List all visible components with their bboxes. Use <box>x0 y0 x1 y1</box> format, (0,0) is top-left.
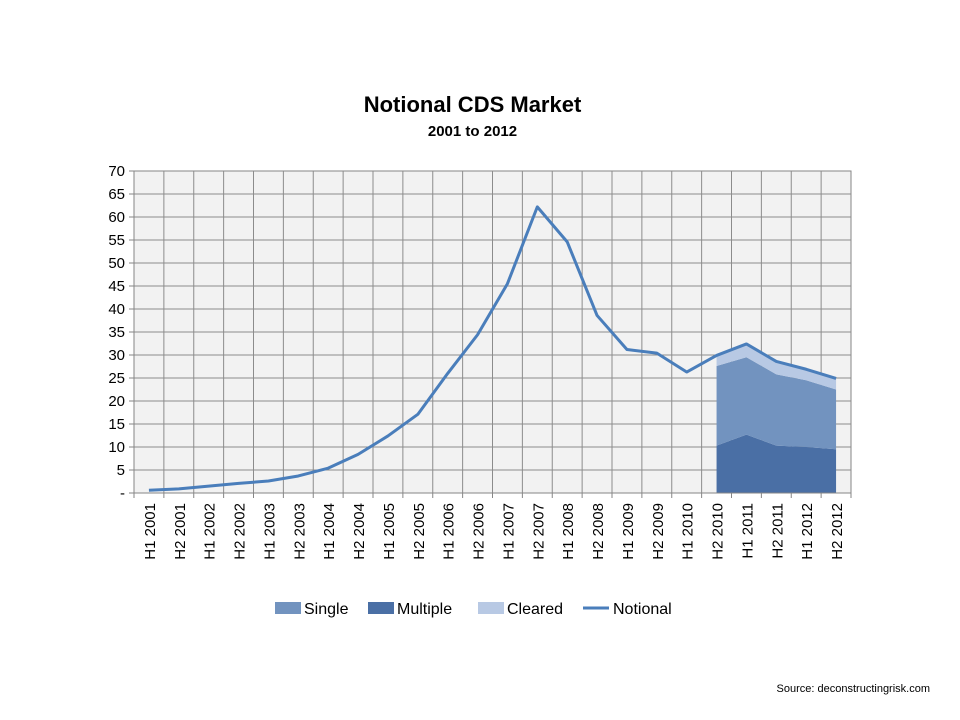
y-tick-label: 10 <box>108 439 125 456</box>
y-tick-label: 40 <box>108 301 125 318</box>
x-tick-label: H1 2009 <box>620 503 637 560</box>
legend: Single Multiple Cleared Notional <box>275 601 672 618</box>
y-tick-label: 15 <box>108 416 125 433</box>
x-tick-label: H1 2005 <box>381 503 398 560</box>
chart-title: Notional CDS Market <box>363 92 582 117</box>
legend-label-single: Single <box>304 601 349 618</box>
source-credit: Source: deconstructingrisk.com <box>776 683 930 695</box>
x-tick-label: H1 2010 <box>680 503 697 560</box>
legend-label-notional: Notional <box>613 601 672 618</box>
x-tick-label: H2 2010 <box>710 503 727 560</box>
legend-label-multiple: Multiple <box>397 601 452 618</box>
y-tick-label: 30 <box>108 347 125 364</box>
x-tick-label: H2 2003 <box>291 503 308 560</box>
y-axis: - 5 10 15 20 25 30 35 40 45 50 55 60 65 70 <box>108 163 135 502</box>
x-tick-label: H2 2008 <box>590 503 607 560</box>
x-tick-label: H1 2008 <box>560 503 577 560</box>
x-tick-label: H2 2001 <box>172 503 189 560</box>
y-tick-label: 35 <box>108 324 125 341</box>
notional-line-group <box>148 205 837 492</box>
y-tick-label: 60 <box>108 209 125 226</box>
legend-swatch-single <box>275 602 301 614</box>
x-tick-label: H1 2004 <box>321 503 338 560</box>
y-tick-label: 55 <box>108 232 125 249</box>
x-tick-label: H1 2002 <box>202 503 219 560</box>
y-tick-label: 70 <box>108 163 125 180</box>
y-tick-label: - <box>120 485 125 502</box>
y-tick-label: 20 <box>108 393 125 410</box>
x-tick-label: H2 2012 <box>829 503 846 560</box>
y-tick-label: 65 <box>108 186 125 203</box>
stacked-areas <box>716 344 837 493</box>
legend-swatch-multiple <box>368 602 394 614</box>
x-tick-label: H2 2002 <box>232 503 249 560</box>
y-tick-label: 25 <box>108 370 125 387</box>
notional-line <box>148 205 837 492</box>
chart-subtitle: 2001 to 2012 <box>427 123 518 140</box>
x-tick-label: H2 2006 <box>471 503 488 560</box>
x-tick-label: H2 2007 <box>530 503 547 560</box>
y-tick-label: 5 <box>117 462 125 479</box>
y-tick-label: 50 <box>108 255 125 272</box>
x-tick-label: H1 2012 <box>799 503 816 560</box>
x-tick-label: H2 2011 <box>769 503 786 559</box>
x-tick-label: H2 2009 <box>650 503 667 560</box>
x-tick-label: H1 2001 <box>142 503 159 560</box>
x-tick-label: H1 2006 <box>441 503 458 560</box>
x-tick-label: H2 2004 <box>351 503 368 560</box>
x-tick-label: H1 2007 <box>500 503 517 560</box>
y-tick-label: 45 <box>108 278 125 295</box>
x-tick-label: H2 2005 <box>411 503 428 560</box>
area-cleared <box>716 344 837 390</box>
x-tick-label: H1 2011 <box>739 503 756 559</box>
x-tick-label: H1 2003 <box>261 503 278 560</box>
legend-label-cleared: Cleared <box>507 601 563 618</box>
area-multiple <box>716 434 837 493</box>
legend-swatch-cleared <box>478 602 504 614</box>
x-axis: H1 2001 H2 2001 H1 2002 H2 2002 H1 2003 H2 20… <box>133 492 852 560</box>
